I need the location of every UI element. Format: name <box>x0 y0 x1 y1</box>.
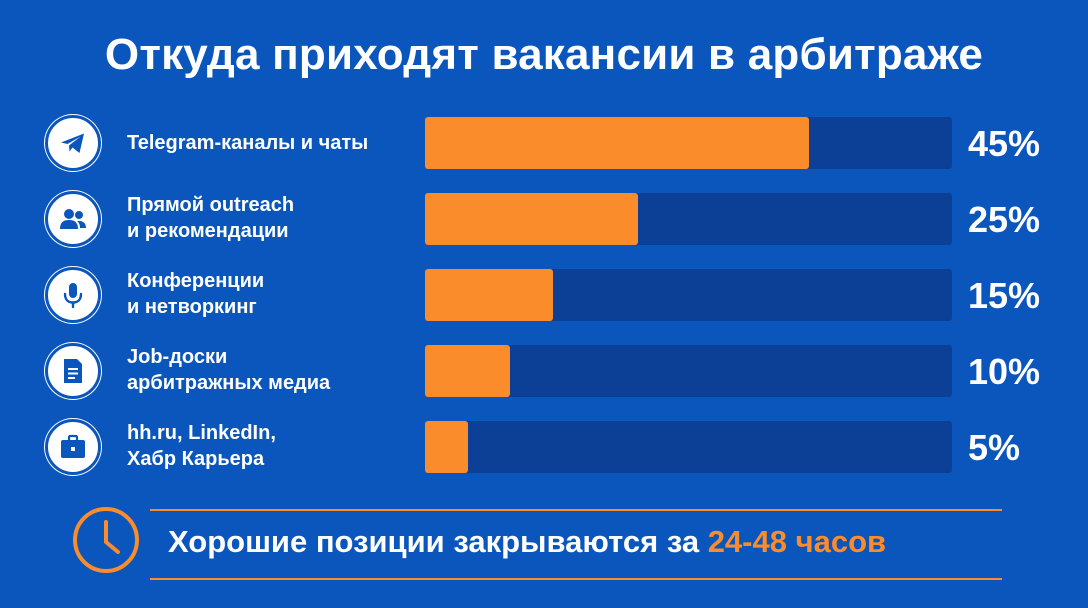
category-label-line: арбитражных медиа <box>127 372 331 394</box>
footer-statement: Хорошие позиции закрываются за 24-48 час… <box>168 524 886 560</box>
briefcase-icon <box>45 419 101 475</box>
microphone-icon <box>45 267 101 323</box>
bar <box>425 421 468 473</box>
footer-accent-text: 24-48 часов <box>707 524 887 559</box>
people-icon <box>45 191 101 247</box>
bar <box>425 117 809 169</box>
category-label: Прямой outreach и рекомендации <box>127 192 412 244</box>
chart-title: Откуда приходят вакансии в арбитраже <box>104 30 984 79</box>
chart-row: Telegram-каналы и чаты 45% <box>0 110 1088 180</box>
category-label-line: Job-доски <box>127 346 228 368</box>
category-label-line: и рекомендации <box>127 220 289 242</box>
chart-row: hh.ru, LinkedIn, Хабр Карьера 5% <box>0 414 1088 484</box>
data-label: 45% <box>968 123 1041 164</box>
bar-track <box>425 269 952 321</box>
document-icon <box>45 343 101 399</box>
category-label-line: Хабр Карьера <box>127 448 265 470</box>
category-label-line: Конференции <box>127 270 265 292</box>
bar <box>425 345 510 397</box>
telegram-icon <box>45 115 101 171</box>
data-label: 15% <box>968 275 1041 316</box>
footer-divider-top <box>150 509 1002 511</box>
bar <box>425 193 638 245</box>
category-label-line: Telegram-каналы и чаты <box>127 132 369 154</box>
category-label: Конференции и нетворкинг <box>127 268 412 320</box>
bar-track <box>425 421 952 473</box>
clock-icon <box>73 507 139 573</box>
data-label: 25% <box>968 199 1041 240</box>
category-label-line: и нетворкинг <box>127 296 257 318</box>
category-label: hh.ru, LinkedIn, Хабр Карьера <box>127 420 412 472</box>
data-label: 5% <box>968 427 1021 468</box>
footer-prefix-text: за <box>666 524 700 559</box>
chart-row: Job-доски арбитражных медиа 10% <box>0 338 1088 408</box>
footer-main-text: Хорошие позиции закрываются <box>168 524 659 559</box>
bar-track <box>425 345 952 397</box>
bar <box>425 269 553 321</box>
category-label-line: hh.ru, LinkedIn, <box>127 422 276 444</box>
category-label-line: Прямой outreach <box>127 194 295 216</box>
chart-row: Конференции и нетворкинг 15% <box>0 262 1088 332</box>
category-label: Telegram-каналы и чаты <box>127 130 412 156</box>
data-label: 10% <box>968 351 1041 392</box>
bar-track <box>425 193 952 245</box>
chart-row: Прямой outreach и рекомендации 25% <box>0 186 1088 256</box>
bar-track <box>425 117 952 169</box>
footer-divider-bottom <box>150 578 1002 580</box>
category-label: Job-доски арбитражных медиа <box>127 344 412 396</box>
